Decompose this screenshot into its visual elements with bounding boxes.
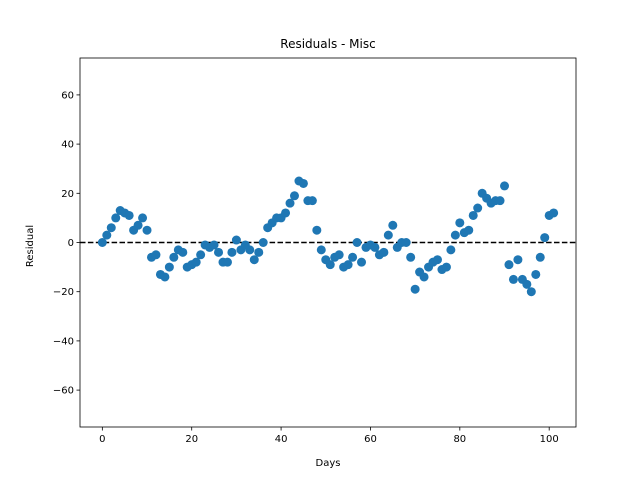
x-tick-label: 40 [275,434,288,445]
data-point [513,255,523,265]
data-point [231,235,241,245]
data-point [285,198,295,208]
data-point [388,220,398,230]
data-point [441,262,451,272]
data-point [401,238,411,247]
y-tick-label: 40 [61,140,74,151]
data-point [227,247,237,257]
data-point [222,257,232,267]
x-tick-label: 60 [364,434,377,445]
data-point [191,257,201,267]
data-point [535,252,545,262]
data-point [352,238,362,247]
data-point [549,208,559,218]
data-point [258,238,268,247]
data-point [357,257,367,267]
data-point [419,272,429,282]
data-point [343,260,353,270]
data-point [334,250,344,260]
data-point [473,203,483,213]
data-point [383,230,393,240]
y-tick-label: −60 [53,386,74,397]
data-point [133,220,143,230]
y-axis-label: Residual [25,225,36,267]
data-point [446,245,456,255]
data-point [111,213,121,223]
data-point [504,260,514,270]
data-point [370,242,380,252]
data-point [281,208,291,218]
data-point [245,245,255,255]
data-point [214,247,224,257]
data-point [312,225,322,235]
y-tick-label: 0 [68,238,74,249]
y-tick-label: 20 [61,189,74,200]
data-point [455,218,465,228]
data-point [450,230,460,240]
data-point [508,274,518,284]
data-point [432,255,442,265]
data-point [316,245,326,255]
data-point [209,240,219,250]
data-point [178,247,188,257]
data-point [406,252,416,262]
x-tick-label: 100 [540,434,559,445]
x-tick-label: 0 [99,434,105,445]
data-point [169,252,179,262]
data-point [160,272,170,282]
data-point [106,223,116,233]
data-point [254,247,264,257]
data-point [468,210,478,220]
y-tick-label: −20 [53,287,74,298]
data-point [379,247,389,257]
plot-area: 0 20 40 60 80 100 −60 −40 −20 0 20 40 60 [53,57,577,445]
data-point [522,279,532,289]
data-point [97,238,107,247]
y-tick-label: 60 [61,90,74,101]
data-point [102,230,112,240]
data-point [138,213,148,223]
data-point [164,262,174,272]
data-point [325,260,335,270]
data-point [196,250,206,260]
data-point [151,250,161,260]
data-point [531,269,541,279]
data-point [124,210,134,220]
data-point [410,284,420,294]
data-point [142,225,152,235]
x-tick-label: 80 [453,434,466,445]
data-point [464,225,474,235]
y-tick-label: −40 [53,336,74,347]
data-point [307,196,317,206]
chart-title: Residuals - Misc [280,37,375,51]
data-point [298,178,308,188]
x-axis-label: Days [316,458,341,469]
data-point [526,287,536,297]
data-point [289,191,299,201]
x-tick-label: 20 [185,434,198,445]
data-point [540,233,550,243]
data-point [249,255,259,265]
data-point [348,252,358,262]
data-point [495,196,505,206]
data-point [500,181,510,191]
